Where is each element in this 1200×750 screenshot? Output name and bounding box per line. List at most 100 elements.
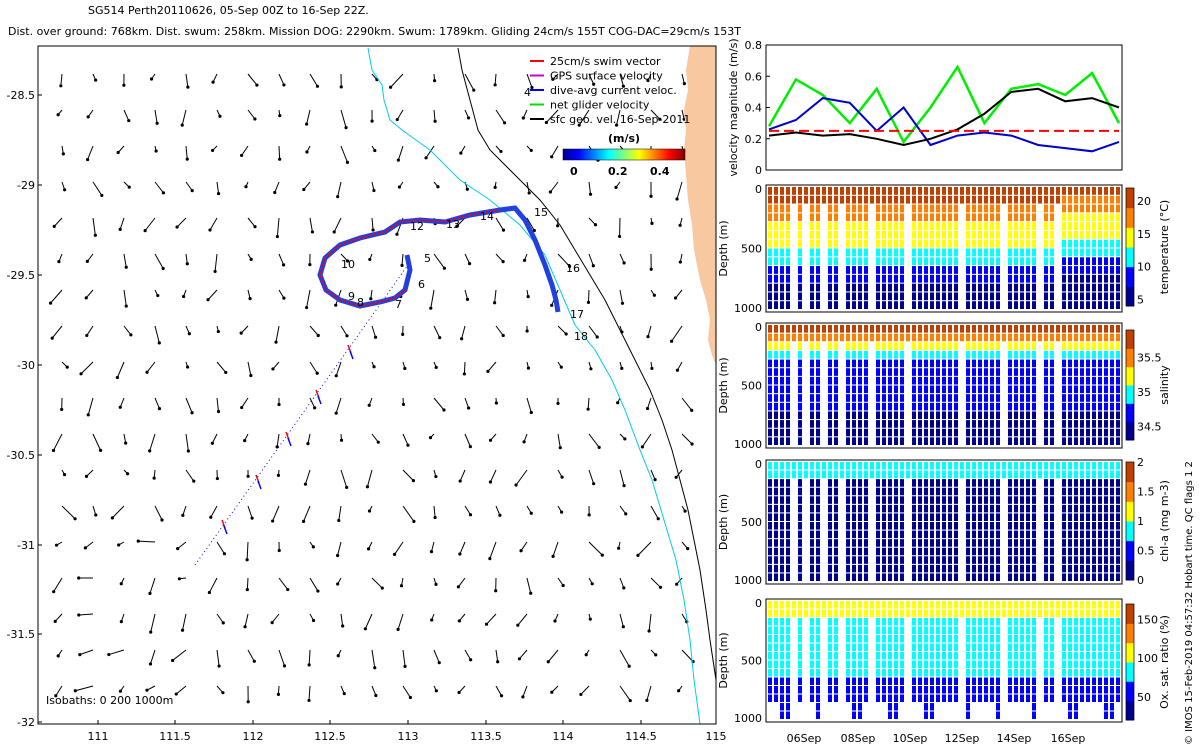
profile-cell xyxy=(942,411,946,420)
profile-cell xyxy=(1116,530,1120,539)
profile-cell xyxy=(912,643,916,651)
profile-cell xyxy=(996,266,1000,274)
profile-cell xyxy=(972,618,976,626)
profile-cell xyxy=(900,325,904,333)
profile-cell xyxy=(876,420,880,428)
profile-cell xyxy=(882,626,886,634)
velocity-arrow xyxy=(433,397,445,411)
profile-cell xyxy=(864,677,868,685)
profile-cell xyxy=(912,230,916,239)
profile-cell xyxy=(1080,626,1084,634)
profile-cell xyxy=(1020,513,1024,521)
profile-cell xyxy=(894,669,898,677)
profile-cell xyxy=(1014,556,1018,564)
profile-cell xyxy=(780,479,784,487)
profile-cell xyxy=(954,694,958,702)
profile-cell xyxy=(858,342,862,350)
profile-cell xyxy=(984,547,988,556)
profile-cell xyxy=(972,635,976,643)
velocity-arrow xyxy=(108,649,125,656)
velocity-arrow-head xyxy=(367,403,371,407)
profile-cell xyxy=(924,350,928,359)
profile-cell xyxy=(828,652,832,660)
profile-cell xyxy=(816,376,820,385)
profile-cell xyxy=(882,677,886,685)
profile-cell xyxy=(864,522,868,530)
profile-cell xyxy=(948,187,952,195)
profile-cell xyxy=(1074,504,1078,513)
profile-cell xyxy=(774,325,778,333)
profile-cell xyxy=(966,376,970,385)
profile-cell xyxy=(816,230,820,239)
profile-cell xyxy=(1116,342,1120,350)
profile-cell xyxy=(972,283,976,292)
profile-cell xyxy=(1092,376,1096,385)
profile-cell xyxy=(780,462,784,470)
profile-cell xyxy=(888,301,892,309)
velocity-arrow-head xyxy=(192,479,196,483)
geostrophic-velocity-arrows xyxy=(48,73,695,704)
profile-cell xyxy=(1050,660,1054,668)
profile-cell xyxy=(942,462,946,470)
profile-cell xyxy=(1008,428,1012,437)
profile-cell xyxy=(930,564,934,573)
profile-cell xyxy=(834,402,838,411)
profile-cell xyxy=(1116,609,1120,617)
profile-colorbar-segment xyxy=(1126,681,1134,702)
profile-cell xyxy=(984,556,988,564)
profile-cell xyxy=(1110,368,1114,376)
profile-cell xyxy=(966,266,970,274)
profile-cell xyxy=(810,635,814,643)
profile-cell xyxy=(1044,462,1048,470)
profile-cell xyxy=(1062,564,1066,573)
profile-cell xyxy=(1104,609,1108,617)
profile-cell xyxy=(1098,420,1102,428)
profile-cell xyxy=(894,686,898,694)
profile-cell xyxy=(1098,513,1102,521)
profile-cell xyxy=(846,230,850,239)
profile-cell xyxy=(1074,342,1078,350)
velocity-arrow-head xyxy=(652,293,656,297)
velocity-arrow xyxy=(209,217,218,231)
profile-cell xyxy=(864,496,868,504)
profile-cell xyxy=(864,239,868,248)
profile-cell xyxy=(1110,618,1114,626)
profile-cell xyxy=(780,248,784,257)
velocity-arrow-head xyxy=(686,547,690,551)
profile-cell xyxy=(948,213,952,222)
velocity-arrow-head xyxy=(156,293,160,298)
profile-cell xyxy=(798,385,802,394)
profile-cell xyxy=(768,359,772,368)
profile-ytick-label: 0 xyxy=(755,321,762,334)
profile-cell xyxy=(942,660,946,668)
profile-cell xyxy=(858,437,862,445)
profile-cell xyxy=(966,522,970,530)
profile-cell xyxy=(1068,402,1072,411)
profile-cell xyxy=(858,601,862,609)
profile-cell xyxy=(960,609,964,617)
velocity-arrow-head xyxy=(457,619,461,623)
profile-cell xyxy=(828,292,832,301)
velocity-arrow-head xyxy=(649,267,653,271)
profile-cell xyxy=(1086,342,1090,350)
profile-cell xyxy=(786,411,790,420)
profile-cell xyxy=(1110,556,1114,564)
profile-cell xyxy=(780,428,784,437)
profile-cell xyxy=(1020,402,1024,411)
profile-cell xyxy=(810,504,814,513)
profile-cell xyxy=(834,530,838,539)
profile-cell xyxy=(984,420,988,428)
profile-cell xyxy=(780,530,784,539)
profile-cell xyxy=(834,635,838,643)
profile-cell xyxy=(936,539,940,547)
profile-cell xyxy=(942,213,946,222)
velocity-arrow-head xyxy=(437,661,441,665)
velocity-arrow-head xyxy=(389,85,393,89)
profile-cell xyxy=(798,686,802,694)
profile-cell xyxy=(1092,437,1096,445)
profile-cell xyxy=(828,487,832,496)
velocity-arrow-head xyxy=(597,445,601,449)
velocity-arrow-head xyxy=(186,449,190,453)
profile-cell xyxy=(1104,522,1108,530)
velocity-arrow-head xyxy=(174,692,178,696)
